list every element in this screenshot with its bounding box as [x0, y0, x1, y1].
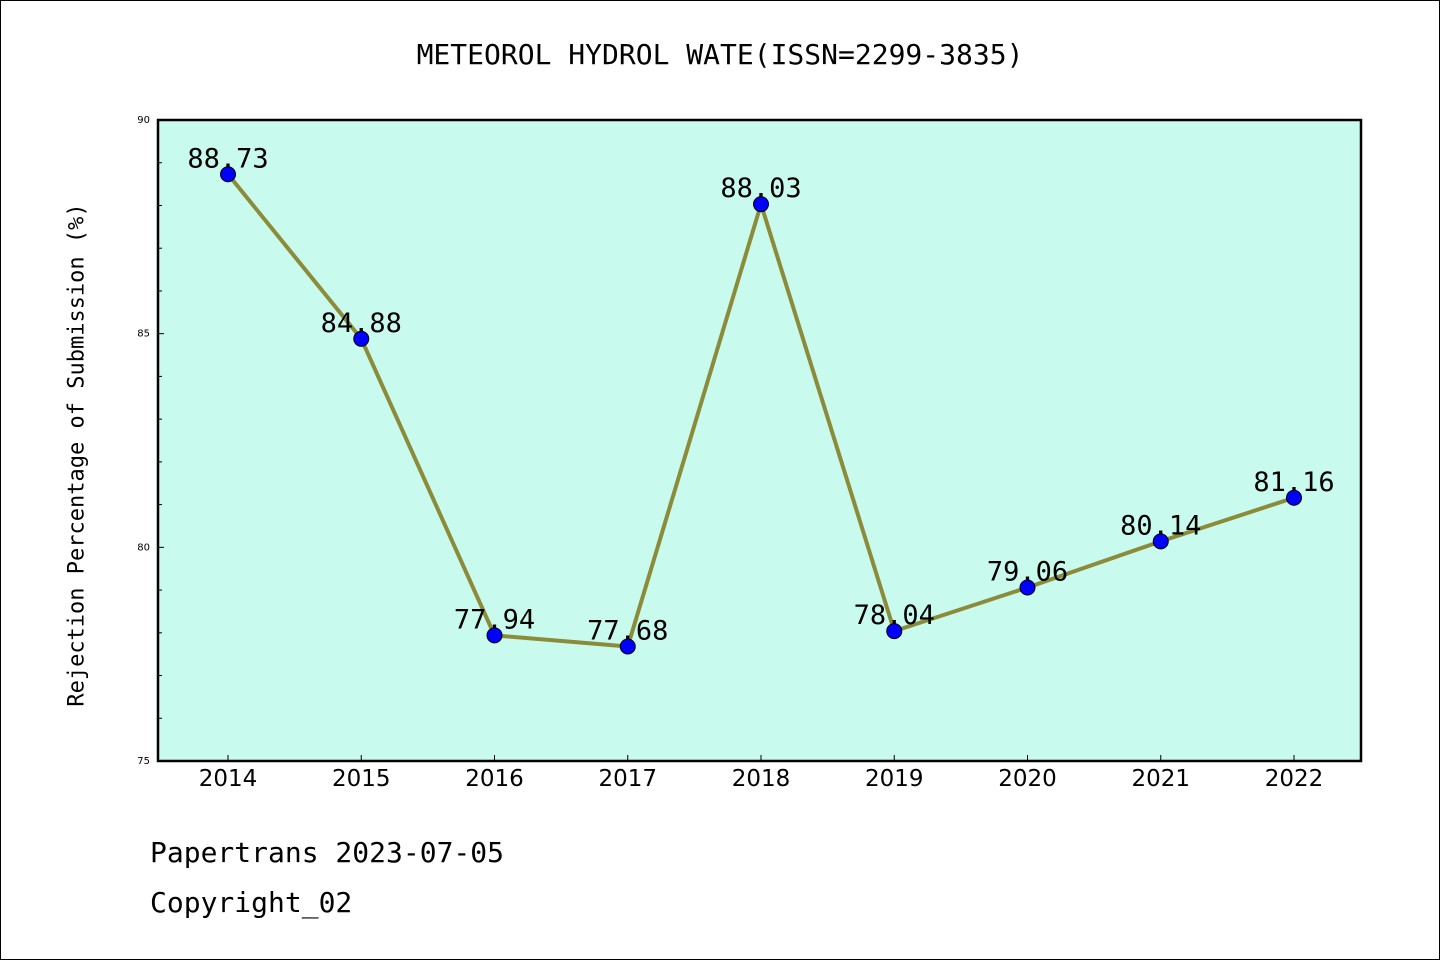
- data-point-2014: [220, 166, 236, 183]
- x-axis-ticks: 2014 2015 2016 2017 2018 2019 2020 2021 2022: [199, 755, 1324, 792]
- data-markers: [220, 166, 1302, 655]
- data-point-2020: [1019, 579, 1036, 596]
- data-label-2014: 88.73: [187, 143, 268, 174]
- y-tick-label: 80: [137, 542, 150, 553]
- footer-copyright: Copyright_02: [150, 886, 353, 919]
- x-tick-label: 2015: [332, 766, 391, 792]
- y-tick-label: 90: [137, 115, 150, 126]
- data-label-2017: 77.68: [587, 615, 668, 646]
- x-tick-label: 2019: [865, 766, 924, 792]
- data-labels: 88.73 84.88 77.94 77.68 88.03 78.04 79.06 80.14…: [187, 143, 1334, 646]
- y-tick-label: 75: [137, 756, 150, 767]
- data-label-2020: 79.06: [987, 557, 1068, 588]
- x-tick-label: 2018: [732, 766, 791, 792]
- data-label-2022: 81.16: [1253, 467, 1334, 498]
- data-point-2016: [486, 627, 503, 644]
- plot-border: [156, 118, 1363, 763]
- x-tick-label: 2014: [199, 766, 258, 792]
- data-label-2015: 84.88: [321, 308, 402, 339]
- footer-source: Papertrans 2023-07-05: [150, 836, 505, 869]
- data-label-2018: 88.03: [720, 173, 801, 204]
- data-point-2017: [619, 638, 636, 655]
- plot-area: [158, 120, 1361, 761]
- chart-title: METEOROL HYDROL WATE(ISSN=2299-3835): [416, 38, 1024, 71]
- data-point-2015: [353, 330, 370, 347]
- data-label-2021: 80.14: [1120, 510, 1201, 541]
- data-point-2022: [1286, 489, 1302, 506]
- x-tick-label: 2016: [465, 766, 524, 792]
- data-point-2021: [1152, 533, 1169, 550]
- data-label-2019: 78.04: [854, 600, 935, 631]
- x-tick-label: 2021: [1131, 766, 1190, 792]
- data-point-2018: [753, 196, 769, 213]
- y-tick-label: 85: [137, 329, 150, 340]
- x-tick-label: 2020: [998, 766, 1057, 792]
- x-tick-label: 2017: [598, 766, 657, 792]
- data-label-2016: 77.94: [454, 604, 535, 635]
- data-point-2019: [886, 623, 903, 640]
- x-tick-label: 2022: [1265, 766, 1324, 792]
